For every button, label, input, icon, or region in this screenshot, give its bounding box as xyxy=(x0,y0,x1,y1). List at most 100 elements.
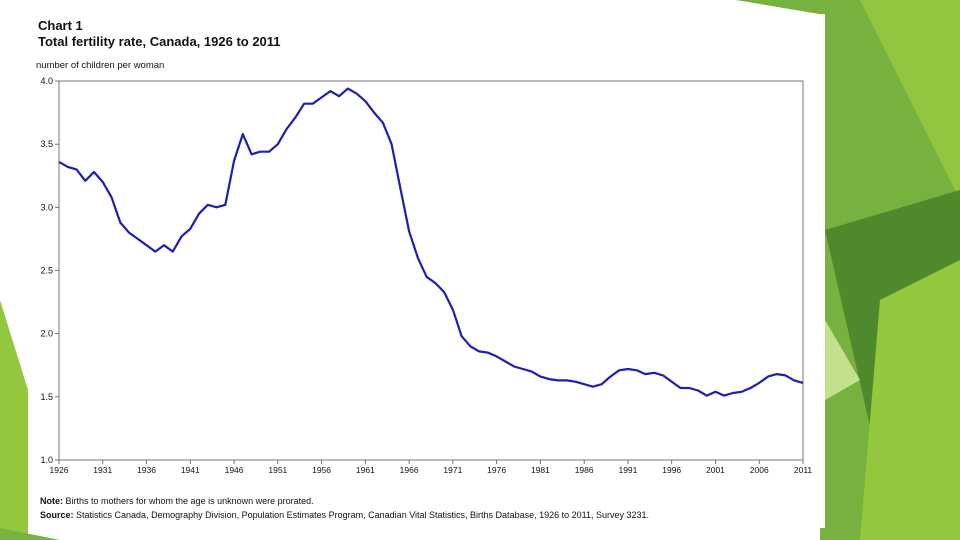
data-point xyxy=(654,372,655,373)
chart-panel: Chart 1 Total fertility rate, Canada, 19… xyxy=(28,14,825,528)
data-point xyxy=(601,384,602,385)
data-point xyxy=(76,169,77,170)
y-tick-label: 2.5 xyxy=(40,266,53,276)
series-line-fertility-rate xyxy=(58,87,804,397)
line-chart: 1.0 1.5 2.0 2.5 3.0 3.5 4.0 1926 1931 1936 1941 194… xyxy=(40,76,813,475)
data-point xyxy=(697,390,698,391)
data-point xyxy=(330,91,331,92)
data-point xyxy=(155,251,156,252)
data-point xyxy=(452,309,453,310)
y-axis-label: number of children per woman xyxy=(36,60,165,71)
source-text: Statistics Canada, Demography Division, … xyxy=(76,510,649,520)
chart-note: Note: Births to mothers for whom the age… xyxy=(40,496,314,506)
chart-source: Source: Statistics Canada, Demography Di… xyxy=(40,510,649,520)
data-point xyxy=(400,188,401,189)
data-point xyxy=(435,283,436,284)
data-point xyxy=(627,368,628,369)
x-tick-label: 1931 xyxy=(93,465,112,475)
x-tick-label: 1986 xyxy=(575,465,594,475)
y-tick-label: 1.0 xyxy=(40,455,53,465)
data-point xyxy=(794,380,795,381)
data-point xyxy=(181,236,182,237)
green-shape-bottom-right xyxy=(860,260,960,540)
data-point xyxy=(759,382,760,383)
data-point xyxy=(610,376,611,377)
y-tick-label: 1.5 xyxy=(40,392,53,402)
data-point xyxy=(645,373,646,374)
x-tick-label: 2011 xyxy=(794,465,813,475)
green-shape-bottom-left xyxy=(0,528,60,540)
x-tick-label: 1966 xyxy=(400,465,419,475)
data-point xyxy=(426,276,427,277)
y-tick-label: 4.0 xyxy=(40,76,53,86)
data-point xyxy=(102,181,103,182)
data-point xyxy=(549,379,550,380)
x-tick-label: 2001 xyxy=(706,465,725,475)
source-label: Source: xyxy=(40,510,74,520)
data-point xyxy=(225,204,226,205)
data-point xyxy=(470,346,471,347)
data-point xyxy=(251,154,252,155)
green-shape-left-strip xyxy=(0,300,28,540)
data-point xyxy=(391,144,392,145)
data-point xyxy=(137,238,138,239)
chart-number: Chart 1 xyxy=(38,18,83,33)
data-point xyxy=(417,257,418,258)
data-point xyxy=(785,375,786,376)
plot-frame xyxy=(58,80,804,461)
data-point xyxy=(111,197,112,198)
data-point xyxy=(93,171,94,172)
data-point xyxy=(767,376,768,377)
data-point xyxy=(802,382,803,383)
x-tick-label: 1926 xyxy=(50,465,69,475)
x-tick-label: 1976 xyxy=(487,465,506,475)
data-point xyxy=(584,384,585,385)
data-point xyxy=(706,395,707,396)
data-point xyxy=(776,373,777,374)
chart-title: Total fertility rate, Canada, 1926 to 20… xyxy=(38,34,281,49)
data-point xyxy=(566,380,567,381)
data-point xyxy=(505,361,506,362)
data-point xyxy=(286,128,287,129)
x-tick-label: 1961 xyxy=(356,465,375,475)
data-point xyxy=(741,391,742,392)
data-point xyxy=(207,204,208,205)
data-point xyxy=(268,151,269,152)
data-point xyxy=(338,96,339,97)
data-point xyxy=(233,160,234,161)
data-point xyxy=(67,166,68,167)
data-point xyxy=(347,88,348,89)
data-point xyxy=(128,232,129,233)
x-tick-label: 1941 xyxy=(181,465,200,475)
data-point xyxy=(303,103,304,104)
green-shape-top-right xyxy=(860,0,960,200)
data-point xyxy=(146,245,147,246)
y-tick-label: 2.0 xyxy=(40,329,53,339)
note-text: Births to mothers for whom the age is un… xyxy=(65,496,314,506)
x-tick-label: 1991 xyxy=(618,465,637,475)
data-point xyxy=(382,122,383,123)
data-point xyxy=(312,103,313,104)
data-point xyxy=(242,133,243,134)
x-tick-label: 1936 xyxy=(137,465,156,475)
data-point xyxy=(531,371,532,372)
x-tick-label: 1971 xyxy=(443,465,462,475)
data-point xyxy=(479,351,480,352)
data-point xyxy=(496,356,497,357)
x-tick-label: 1996 xyxy=(662,465,681,475)
data-point xyxy=(163,245,164,246)
data-point xyxy=(619,370,620,371)
data-point xyxy=(356,93,357,94)
x-tick-label: 1956 xyxy=(312,465,331,475)
x-tick-label: 1951 xyxy=(268,465,287,475)
data-point xyxy=(680,387,681,388)
data-point xyxy=(444,291,445,292)
data-point xyxy=(216,207,217,208)
data-point xyxy=(487,352,488,353)
data-point xyxy=(522,368,523,369)
data-point xyxy=(409,231,410,232)
data-point xyxy=(198,213,199,214)
data-point xyxy=(260,151,261,152)
data-point xyxy=(374,112,375,113)
